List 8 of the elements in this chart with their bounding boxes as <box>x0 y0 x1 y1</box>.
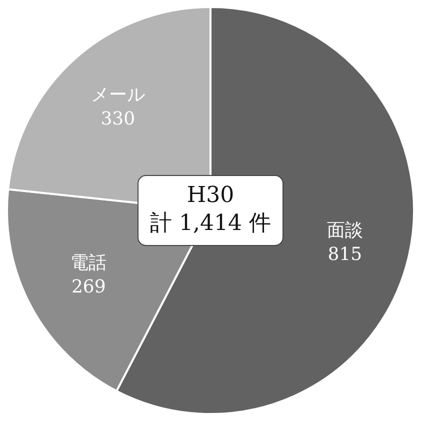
text: 計 1,414 件 <box>150 211 271 236</box>
data-label: 330 <box>100 108 136 130</box>
slice-label: メール <box>90 84 145 106</box>
text: H30 <box>186 183 234 208</box>
data-label: 269 <box>71 276 106 298</box>
data-label: 815 <box>328 244 362 266</box>
slice-label: 面談 <box>326 220 363 242</box>
slice-label: 電話 <box>70 252 107 274</box>
